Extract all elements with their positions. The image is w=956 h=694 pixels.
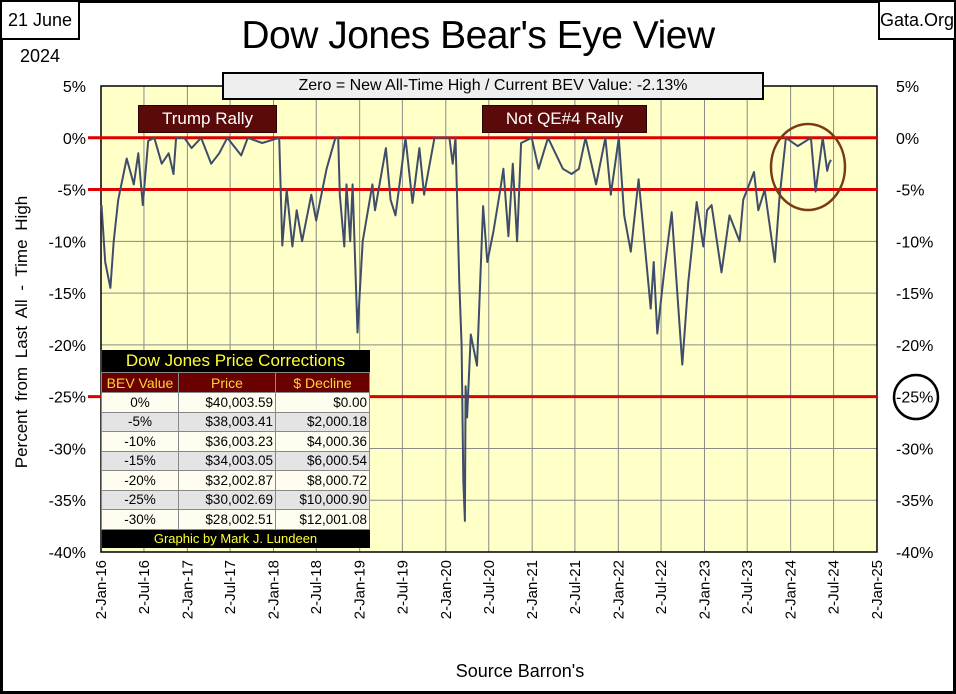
table-row: -25% $30,002.69 $10,000.90 [101,489,370,510]
x-axis-label: Source Barron's [455,661,585,681]
price-cell: $36,003.23 [178,431,276,452]
table-row: -10% $36,003.23 $4,000.36 [101,431,370,452]
table-footer: Graphic by Mark J. Lundeen [101,529,370,548]
x-tick-label: 2-Jul-23 [739,560,756,614]
bev-value-cell: -10% [101,431,179,452]
price-cell: $30,002.69 [178,489,276,510]
table-title: Dow Jones Price Corrections [101,350,370,373]
y-tick-label-left: -25% [49,390,86,407]
trump-rally-label: Trump Rally [138,105,277,133]
x-tick-label: 2-Jan-24 [783,560,800,619]
decline-cell: $0.00 [275,392,370,413]
x-tick-label: 2-Jan-21 [524,560,541,619]
decline-cell: $12,001.08 [275,509,370,530]
y-tick-label-left: -15% [49,286,86,303]
y-tick-label-right: -25% [896,390,933,407]
y-tick-label-right: -5% [896,183,924,200]
bev-value-cell: -15% [101,450,179,471]
y-tick-label-right: 5% [896,79,919,96]
table-row: -30% $28,002.51 $12,001.08 [101,509,370,530]
table-header-row: BEV Value Price $ Decline [101,372,370,393]
table-row: 0% $40,003.59 $0.00 [101,392,370,413]
table-row: -15% $34,003.05 $6,000.54 [101,450,370,471]
qe4-rally-label: Not QE#4 Rally [482,105,647,133]
header-price: Price [178,372,276,393]
highlight-circle [892,373,940,421]
y-axis-label: Percent from Last All - Time High [12,195,31,469]
header-decline: $ Decline [275,372,370,393]
y-tick-label-right: -30% [896,441,933,458]
y-tick-label-right: -35% [896,493,933,510]
x-tick-label: 2-Jan-25 [869,560,886,619]
decline-cell: $6,000.54 [275,450,370,471]
price-cell: $34,003.05 [178,450,276,471]
y-tick-label-right: 0% [896,131,919,148]
x-tick-label: 2-Jan-20 [438,560,455,619]
x-tick-label: 2-Jan-17 [179,560,196,619]
y-tick-label-left: -35% [49,493,86,510]
decline-cell: $4,000.36 [275,431,370,452]
decline-cell: $2,000.18 [275,411,370,432]
decline-cell: $10,000.90 [275,489,370,510]
y-tick-label-right: -40% [896,545,933,562]
bev-value-cell: 0% [101,392,179,413]
x-tick-label: 2-Jul-19 [394,560,411,614]
bev-value-cell: -5% [101,411,179,432]
y-tick-label-left: -40% [49,545,86,562]
x-tick-label: 2-Jul-17 [222,560,239,614]
y-tick-label-right: -10% [896,234,933,251]
price-cell: $40,003.59 [178,392,276,413]
x-tick-label: 2-Jul-24 [826,560,843,614]
x-tick-label: 2-Jul-20 [481,560,498,614]
x-tick-label: 2-Jan-23 [696,560,713,619]
bev-value-cell: -30% [101,509,179,530]
site-label: Gata.Org [878,0,956,40]
price-cell: $38,003.41 [178,411,276,432]
chart-title: Dow Jones Bear's Eye View [241,14,715,57]
current-bev-box: Zero = New All-Time High / Current BEV V… [222,72,764,100]
header-bev: BEV Value [101,372,179,393]
table-row: -20% $32,002.87 $8,000.72 [101,470,370,491]
price-cell: $28,002.51 [178,509,276,530]
price-corrections-table: Dow Jones Price Corrections BEV Value Pr… [101,350,370,548]
bev-value-cell: -25% [101,489,179,510]
y-tick-label-left: -20% [49,338,86,355]
y-tick-label-left: -10% [49,234,86,251]
highlight-ellipse [769,122,847,212]
y-tick-label-left: 5% [63,79,86,96]
x-tick-label: 2-Jul-16 [136,560,153,614]
table-row: -5% $38,003.41 $2,000.18 [101,411,370,432]
y-tick-label-right: -15% [896,286,933,303]
y-tick-label-left: -30% [49,441,86,458]
x-tick-label: 2-Jul-21 [567,560,584,614]
y-tick-label-right: -20% [896,338,933,355]
bev-series-line [100,136,832,522]
x-tick-label: 2-Jul-18 [308,560,325,614]
price-cell: $32,002.87 [178,470,276,491]
x-tick-label: 2-Jan-16 [93,560,110,619]
date-label: 21 June 2024 [0,0,80,66]
y-tick-label-left: -5% [58,183,86,200]
decline-cell: $8,000.72 [275,470,370,491]
x-tick-label: 2-Jul-22 [653,560,670,614]
x-tick-label: 2-Jan-19 [352,560,369,619]
x-tick-label: 2-Jan-18 [266,560,283,619]
x-tick-label: 2-Jan-22 [610,560,627,619]
bev-value-cell: -20% [101,470,179,491]
y-tick-label-left: 0% [63,131,86,148]
